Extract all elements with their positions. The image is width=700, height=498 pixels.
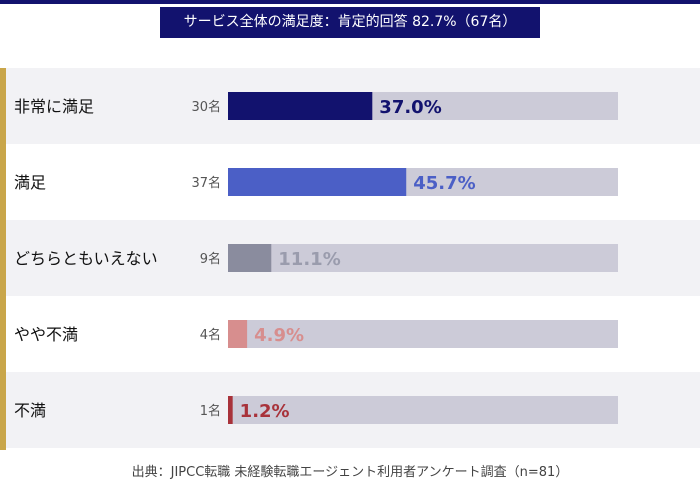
count-label: 4名 [200, 327, 221, 343]
value-label: 37.0% [379, 97, 441, 118]
accent-bar [0, 68, 6, 450]
count-label: 9名 [200, 251, 221, 267]
value-label: 11.1% [278, 249, 340, 270]
category-label: 満足 [14, 173, 46, 192]
chart-title: サービス全体の満足度：肯定的回答 82.7%（67名） [160, 7, 540, 38]
count-label: 1名 [200, 403, 221, 419]
value-label: 1.2% [240, 401, 290, 422]
bar-track [228, 396, 618, 424]
bar [228, 320, 248, 348]
count-label: 30名 [191, 99, 221, 115]
bar [228, 168, 407, 196]
value-label: 45.7% [413, 173, 475, 194]
value-label: 4.9% [254, 325, 304, 346]
category-label: やや不満 [14, 325, 78, 344]
bar-track [228, 320, 618, 348]
bar [228, 92, 373, 120]
bar [228, 396, 233, 424]
top-rule [0, 0, 700, 4]
category-label: 非常に満足 [14, 97, 94, 116]
category-label: どちらともいえない [14, 249, 158, 268]
count-label: 37名 [191, 175, 221, 191]
source-note: 出典：JIPCC転職 未経験転職エージェント利用者アンケート調査（n=81） [131, 465, 569, 480]
category-label: 不満 [14, 401, 46, 420]
bar [228, 244, 272, 272]
bar-track [228, 244, 618, 272]
